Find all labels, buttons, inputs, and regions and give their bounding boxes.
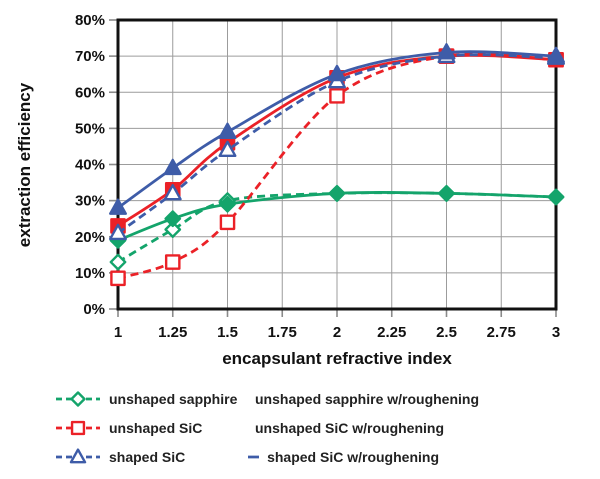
triangle-marker-icon <box>547 46 565 64</box>
triangle-marker-icon <box>328 64 346 82</box>
legend-item-shaped-sic: shaped SiC <box>55 446 247 468</box>
x-tick-label: 1.75 <box>268 324 297 341</box>
diamond-marker-icon <box>109 253 127 271</box>
y-tick-label: 80% <box>75 12 105 29</box>
y-tick-label: 20% <box>75 229 105 246</box>
legend-label: unshaped sapphire <box>109 391 238 407</box>
triangle-marker-icon <box>56 448 100 464</box>
y-tick-label: 50% <box>75 120 105 137</box>
diamond-marker-icon <box>70 391 86 407</box>
legend-item-unshaped-sic: unshaped SiC <box>55 417 247 439</box>
diamond-marker-icon <box>547 188 565 206</box>
y-tick-label: 70% <box>75 48 105 65</box>
triangle-marker-icon <box>163 158 182 176</box>
legend-item-unshaped-sapphire: unshaped sapphire <box>55 388 247 410</box>
legend-label: unshaped SiC w/roughening <box>255 420 444 436</box>
y-tick-label: 30% <box>75 193 105 210</box>
triangle-marker-icon <box>109 223 127 241</box>
plot-border <box>116 18 558 311</box>
triangle-marker-icon <box>248 455 260 459</box>
x-tick-label: 1.25 <box>158 324 187 341</box>
legend-label: unshaped sapphire w/roughening <box>255 391 480 407</box>
legend-label: shaped SiC w/roughening <box>267 449 439 465</box>
x-tick-label: 1.5 <box>217 324 238 341</box>
x-axis-title: encapsulant refractive index <box>222 349 452 368</box>
legend-label: unshaped SiC <box>109 420 203 436</box>
data-series <box>109 43 565 287</box>
legend-label: shaped SiC <box>109 449 186 465</box>
diamond-marker-icon <box>438 185 455 202</box>
legend-column: unshaped sapphire w/roughening unshaped S… <box>247 388 479 468</box>
x-tick-label: 2.75 <box>487 324 516 341</box>
triangle-marker-icon <box>109 198 127 215</box>
x-tick-label: 1 <box>114 324 122 341</box>
y-tick-label: 10% <box>75 265 105 282</box>
legend-column: unshaped sapphire unshaped SiC shaped SiC <box>55 388 247 468</box>
triangle-marker-icon <box>218 140 237 158</box>
diamond-marker-icon <box>164 221 182 238</box>
legend-item-unshaped-sapphire-w-roughening: unshaped sapphire w/roughening <box>247 388 479 410</box>
square-marker-icon <box>110 270 126 287</box>
triangle-marker-icon <box>218 122 237 139</box>
x-tick-label: 3 <box>552 324 560 341</box>
triangle-marker-icon <box>69 448 87 464</box>
tick-labels: 1 1.25 1.5 1.75 2 2.25 2.5 2.75 30%10%20%30%40%5… <box>75 12 560 341</box>
x-tick-label: 2.5 <box>436 324 457 341</box>
y-tick-label: 40% <box>75 157 105 174</box>
square-marker-icon <box>219 214 236 231</box>
legend-item-shaped-sic-w-roughening: shaped SiC w/roughening <box>247 446 439 468</box>
y-tick-label: 60% <box>75 84 105 101</box>
triangle-marker-icon <box>437 43 456 60</box>
diamond-marker-icon <box>328 185 346 202</box>
square-marker-icon <box>164 254 181 270</box>
diamond-marker-icon <box>56 391 100 407</box>
y-axis-title: extraction efficiency <box>15 82 34 247</box>
diamond-marker-icon <box>219 195 236 213</box>
chart-legend: unshaped sapphire unshaped SiC shaped SiC u… <box>0 374 600 468</box>
square-marker-icon <box>56 420 100 436</box>
line-chart: 1 1.25 1.5 1.75 2 2.25 2.5 2.75 30%10%20%30%40%5… <box>15 12 565 368</box>
y-tick-label: 0% <box>83 301 105 318</box>
square-marker-icon <box>329 88 345 104</box>
x-tick-label: 2.25 <box>377 324 406 341</box>
legend-item-unshaped-sic-w-roughening: unshaped SiC w/roughening <box>247 417 444 439</box>
triangle-marker-icon <box>163 184 182 201</box>
x-tick-label: 2 <box>333 324 341 341</box>
square-marker-icon <box>70 420 86 436</box>
diamond-marker-icon <box>164 210 182 228</box>
axes <box>116 18 558 311</box>
